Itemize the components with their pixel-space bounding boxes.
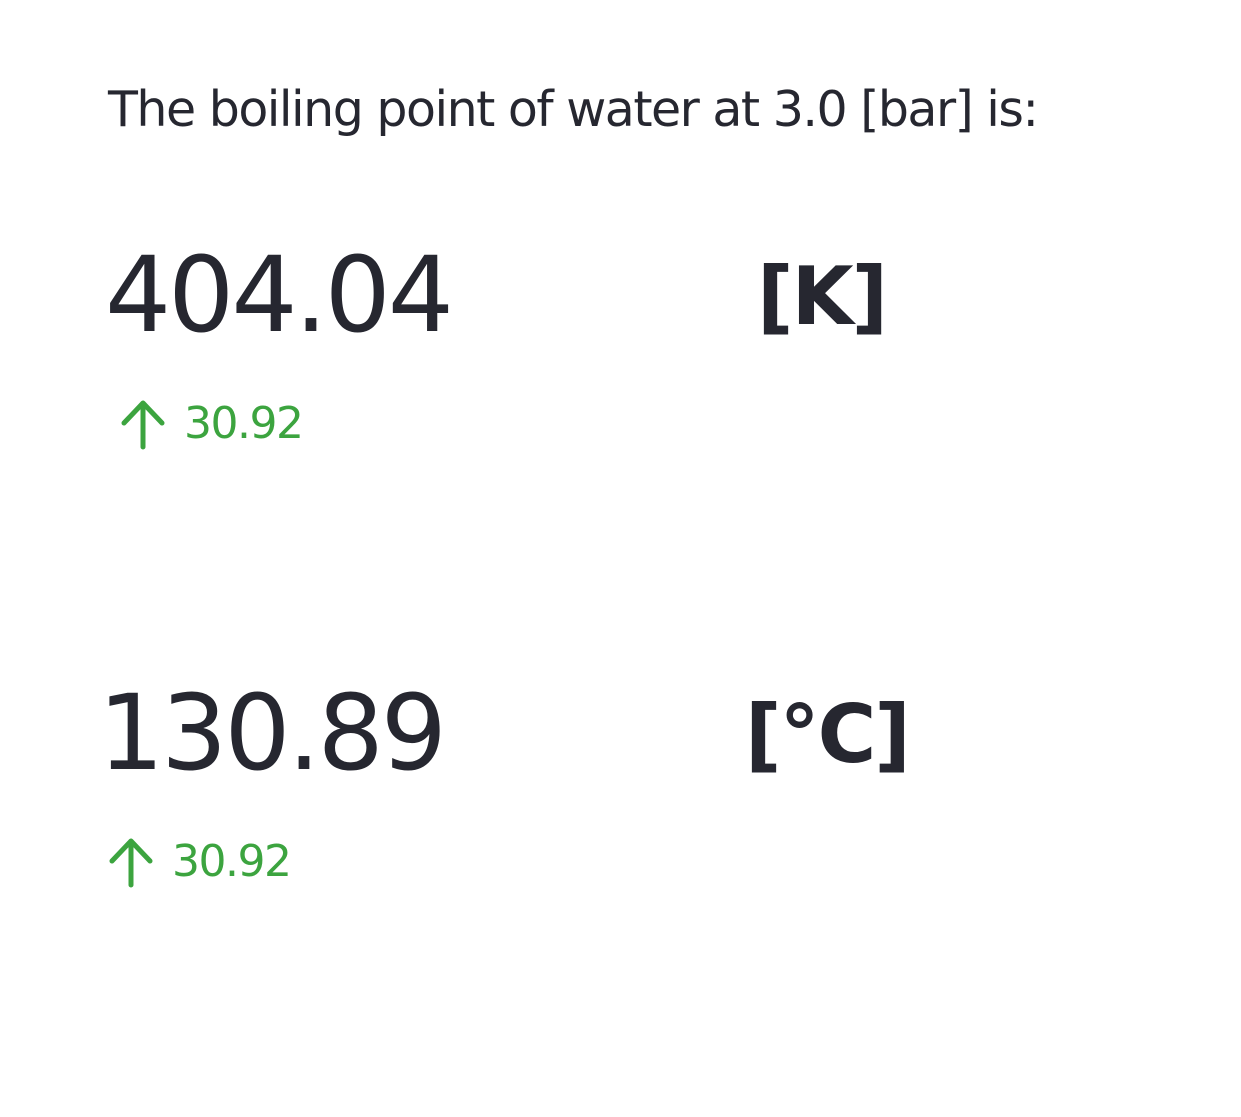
celsius-unit-label: [°C]: [745, 688, 911, 781]
kelvin-value: 404.04: [105, 234, 454, 356]
arrow-up-icon: [118, 398, 168, 450]
celsius-delta: 30.92: [106, 832, 292, 892]
arrow-up-icon: [106, 836, 156, 888]
celsius-metric: 130.89 30.92 [°C]: [0, 668, 1241, 928]
boiling-point-description: The boiling point of water at 3.0 [bar] …: [108, 81, 1039, 138]
kelvin-delta: 30.92: [118, 394, 304, 454]
kelvin-unit-label: [K]: [757, 250, 888, 343]
kelvin-delta-value: 30.92: [184, 398, 304, 449]
celsius-delta-value: 30.92: [172, 836, 292, 887]
celsius-value: 130.89: [98, 672, 447, 794]
kelvin-metric: 404.04 30.92 [K]: [0, 230, 1241, 490]
